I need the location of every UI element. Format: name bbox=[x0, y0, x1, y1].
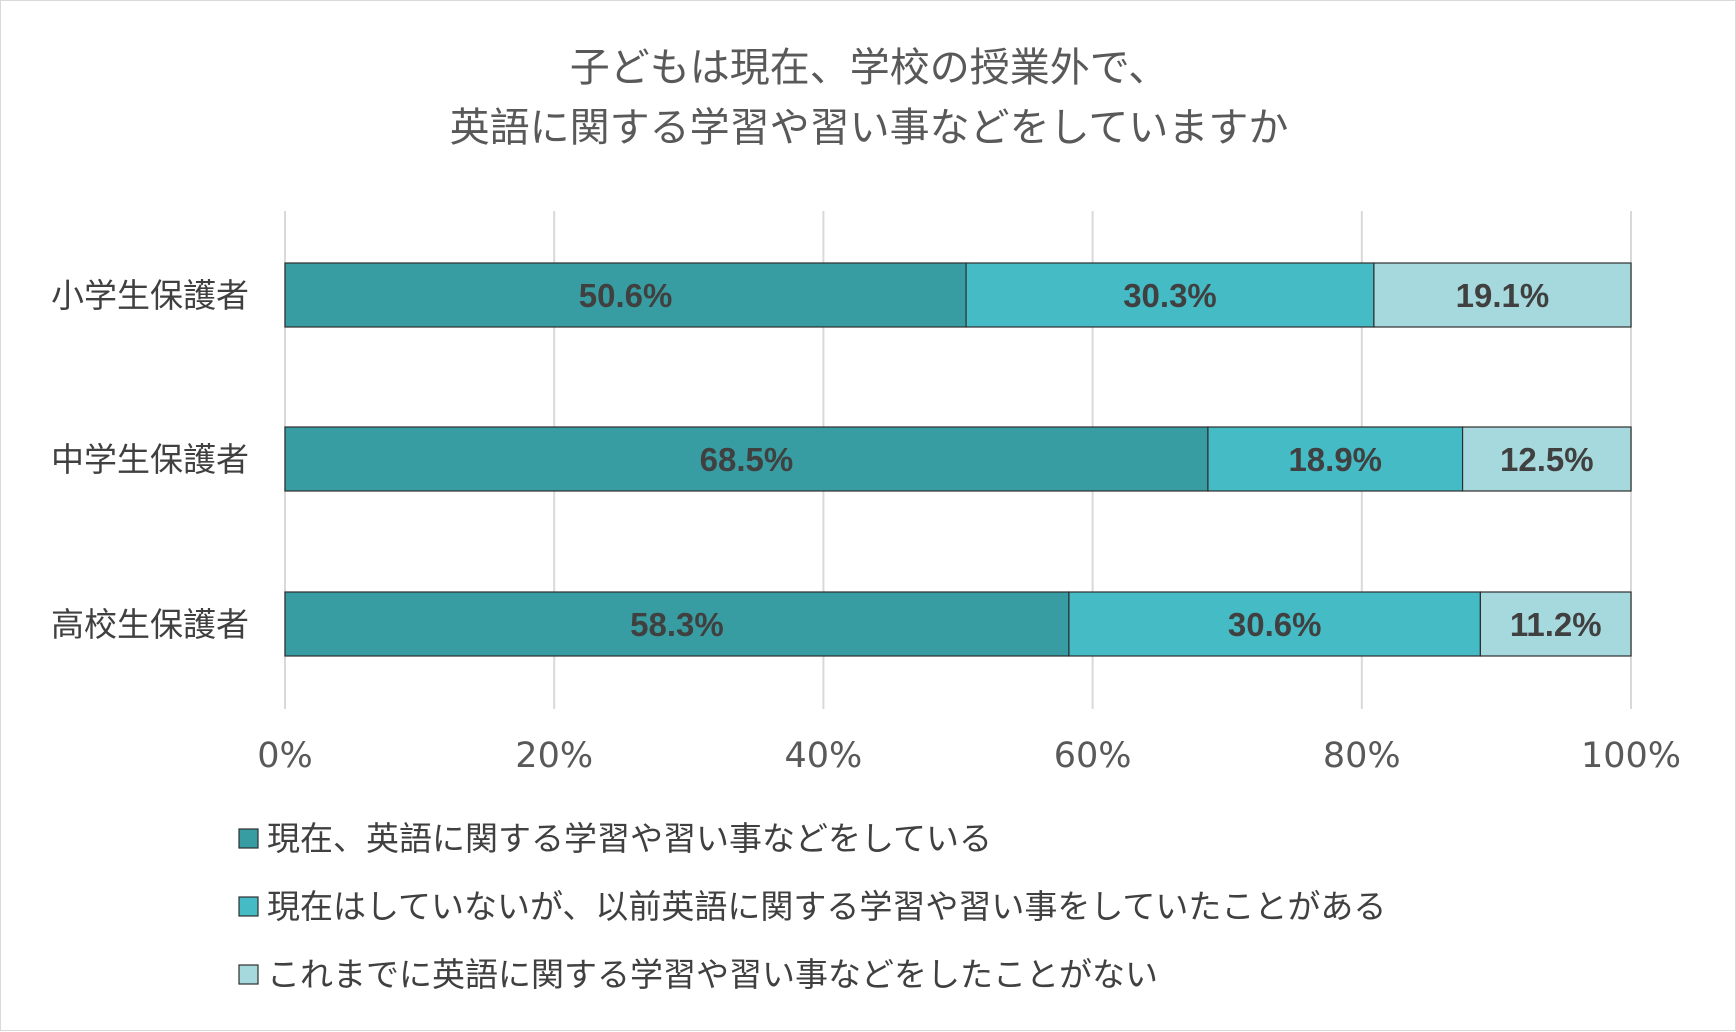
chart-title: 子どもは現在、学校の授業外で、 英語に関する学習や習い事などをしていますか bbox=[450, 45, 1289, 151]
data-label: 30.6% bbox=[1228, 606, 1322, 643]
data-label: 19.1% bbox=[1456, 277, 1550, 314]
bar-segment bbox=[1207, 426, 1464, 492]
data-label: 50.6% bbox=[579, 277, 673, 314]
x-tick-label: 20% bbox=[515, 736, 593, 776]
x-axis-tick-labels: 0% 20% 40% 60% 80% 100% bbox=[257, 736, 1681, 776]
legend-swatch bbox=[238, 828, 259, 849]
x-tick-label: 40% bbox=[785, 736, 863, 776]
bar-segment bbox=[1373, 262, 1632, 328]
chart-title-line-1: 子どもは現在、学校の授業外で、 bbox=[570, 45, 1168, 91]
category-label: 小学生保護者 bbox=[51, 276, 249, 315]
chart-title-line-2: 英語に関する学習や習い事などをしていますか bbox=[450, 105, 1289, 151]
data-label: 30.3% bbox=[1123, 277, 1217, 314]
data-label: 11.2% bbox=[1510, 606, 1602, 643]
bars: 50.6% 30.3% 19.1% 68.5% 18.9% 12.5% 58.3% 30.6%… bbox=[284, 262, 1632, 657]
x-tick-label: 0% bbox=[257, 736, 313, 776]
data-label: 12.5% bbox=[1500, 441, 1594, 478]
legend-swatch bbox=[238, 964, 259, 985]
data-label: 18.9% bbox=[1288, 441, 1382, 478]
x-tick-label: 80% bbox=[1323, 736, 1401, 776]
bar-segment bbox=[284, 591, 1070, 657]
bar-segment bbox=[284, 262, 967, 328]
legend-label: 現在、英語に関する学習や習い事などをしている bbox=[267, 819, 992, 858]
legend-item: これまでに英語に関する学習や習い事などをしたことがない bbox=[238, 955, 1158, 994]
bar-segment bbox=[1479, 591, 1632, 657]
legend-item: 現在はしていないが、以前英語に関する学習や習い事をしていたことがある bbox=[238, 887, 1386, 926]
bar-segment bbox=[284, 426, 1209, 492]
legend-label: これまでに英語に関する学習や習い事などをしたことがない bbox=[267, 955, 1158, 994]
legend-swatch bbox=[238, 896, 259, 917]
x-tick-label: 60% bbox=[1054, 736, 1132, 776]
x-tick-label: 100% bbox=[1581, 736, 1681, 776]
legend-label: 現在はしていないが、以前英語に関する学習や習い事をしていたことがある bbox=[267, 887, 1386, 926]
legend-item: 現在、英語に関する学習や習い事などをしている bbox=[238, 819, 992, 858]
category-label: 中学生保護者 bbox=[51, 440, 249, 479]
category-label: 高校生保護者 bbox=[51, 605, 249, 644]
bar-segment bbox=[1068, 591, 1481, 657]
data-label: 58.3% bbox=[630, 606, 724, 643]
legend: 現在、英語に関する学習や習い事などをしている現在はしていないが、以前英語に関する… bbox=[238, 819, 1386, 994]
bar-segment bbox=[1461, 426, 1632, 492]
data-label: 68.5% bbox=[700, 441, 794, 478]
